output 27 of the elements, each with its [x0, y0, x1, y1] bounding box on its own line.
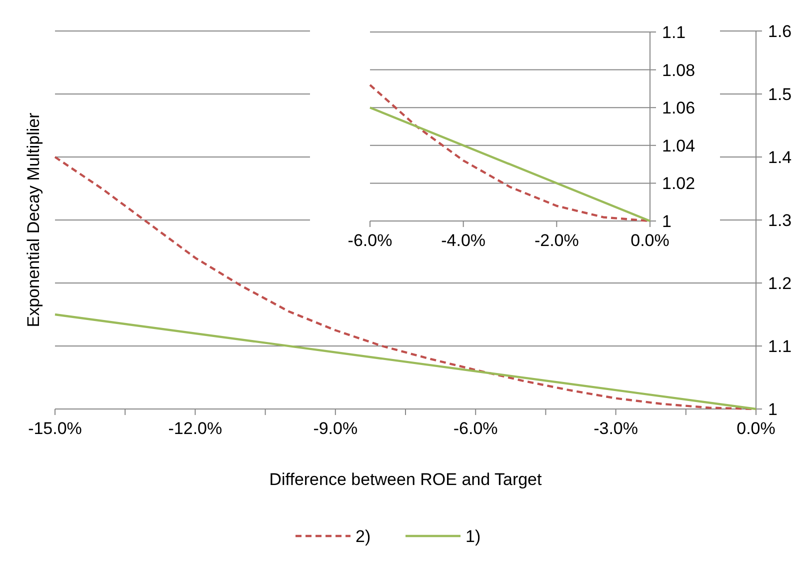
y-tick-label: 1.04	[662, 136, 696, 156]
y-tick-label: 1	[662, 212, 672, 231]
x-tick-label: 0.0%	[736, 419, 776, 438]
x-tick-label: -4.0%	[441, 231, 486, 250]
y-axis-title: Exponential Decay Multiplier	[24, 112, 43, 328]
x-tick-label: -3.0%	[594, 419, 638, 438]
y-tick-label: 1.1	[662, 23, 686, 42]
x-tick-label: -12.0%	[168, 419, 222, 438]
y-tick-label: 1.4	[768, 148, 792, 167]
y-tick-label: 1.02	[662, 174, 696, 194]
y-tick-label: 1.3	[768, 211, 792, 230]
x-tick-label: -15.0%	[28, 419, 82, 438]
y-tick-label: 1	[768, 400, 778, 419]
y-tick-label: 1.2	[768, 274, 792, 293]
x-tick-label: -9.0%	[313, 419, 358, 438]
y-tick-label: 1.5	[768, 85, 792, 104]
y-tick-label: 1.6	[768, 22, 792, 41]
y-tick-label: 1.08	[662, 60, 696, 80]
x-tick-label: -6.0%	[348, 231, 392, 250]
legend-label: 2)	[356, 527, 371, 546]
x-tick-label: -2.0%	[534, 231, 579, 250]
x-tick-label: 0.0%	[630, 231, 670, 250]
x-axis-title: Difference between ROE and Target	[269, 470, 542, 489]
y-tick-label: 1.06	[662, 98, 696, 118]
legend-label: 1)	[466, 527, 481, 546]
y-tick-label: 1.1	[768, 337, 792, 356]
x-tick-label: -6.0%	[453, 419, 498, 438]
